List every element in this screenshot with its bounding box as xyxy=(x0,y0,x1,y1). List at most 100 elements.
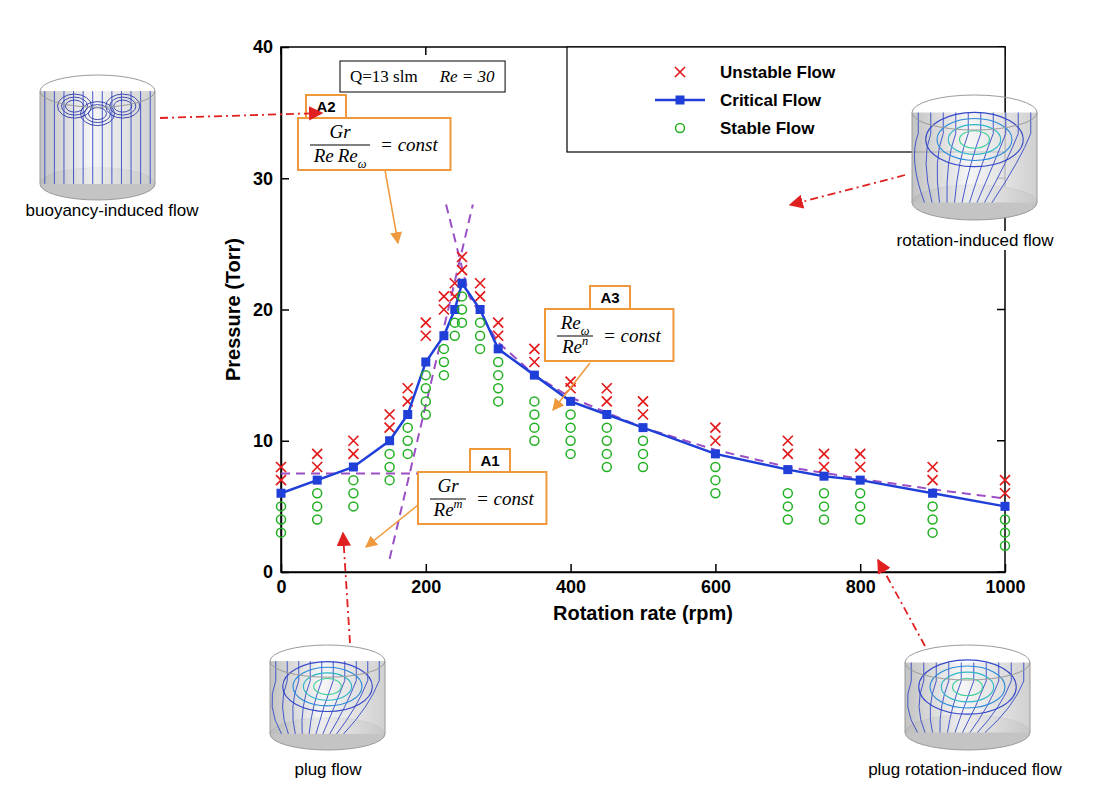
data-point xyxy=(457,252,467,262)
swirl xyxy=(941,672,994,702)
streamline xyxy=(293,661,299,734)
data-point xyxy=(277,502,286,511)
data-point xyxy=(856,502,865,511)
tick: 20 xyxy=(253,300,289,320)
data-point xyxy=(530,397,539,406)
formula-part: Re xyxy=(313,145,334,166)
swirl xyxy=(930,666,1005,708)
cylinder-body xyxy=(905,663,1030,733)
data-point xyxy=(276,475,286,485)
data-point xyxy=(348,449,358,459)
data-point xyxy=(385,436,394,445)
tick-mark xyxy=(280,47,282,55)
data-point xyxy=(421,397,430,406)
tick-label: 200 xyxy=(411,577,441,597)
series xyxy=(277,292,1010,550)
regime-label-group: rotation-induced flow xyxy=(895,231,1057,250)
data-point xyxy=(711,463,720,472)
y-axis-title: Pressure (Torr) xyxy=(222,238,244,381)
data-point xyxy=(458,305,467,314)
series-line xyxy=(281,283,1005,506)
regime-arrow xyxy=(878,560,925,646)
tick-mark xyxy=(425,47,427,55)
tick-label: 400 xyxy=(556,577,586,597)
flow-illustration xyxy=(270,645,385,750)
data-point xyxy=(494,397,503,406)
plot-area xyxy=(276,205,1010,559)
tick: 40 xyxy=(253,37,289,57)
tick: 600 xyxy=(701,564,731,597)
data-point xyxy=(312,462,322,472)
cylinder-edge xyxy=(155,91,156,184)
annotation-label-box xyxy=(590,286,630,309)
data-point xyxy=(475,278,485,288)
annotation-box xyxy=(418,472,546,524)
data-point xyxy=(439,371,448,380)
streamline xyxy=(978,663,1012,733)
data-point xyxy=(928,528,937,537)
data-point xyxy=(855,449,865,459)
regime-arrow xyxy=(343,533,350,643)
data-point xyxy=(783,465,792,474)
regime-label-group: plug rotation-induced flow xyxy=(866,760,1064,779)
formula-denominator: Rem xyxy=(433,497,463,520)
data-point xyxy=(639,463,648,472)
cylinder-body xyxy=(40,91,155,184)
series xyxy=(277,279,1010,511)
streamline xyxy=(914,113,924,203)
data-point xyxy=(1001,515,1010,524)
tick-label: 800 xyxy=(846,577,876,597)
data-point xyxy=(439,305,449,315)
formula-part: Re xyxy=(561,336,582,357)
cylinder-edge xyxy=(40,91,41,184)
annotation-label-box xyxy=(470,449,510,472)
legend-marker xyxy=(676,96,685,105)
data-point xyxy=(783,502,792,511)
annotation: GrReReω= constA2 xyxy=(298,95,450,171)
fraction-bar xyxy=(310,144,370,145)
tick-mark xyxy=(570,564,572,572)
data-point xyxy=(820,515,829,524)
data-point xyxy=(385,423,395,433)
data-point xyxy=(639,423,648,432)
formula-numerator: Gr xyxy=(329,121,351,142)
formula-denominator: ReReω xyxy=(313,145,367,171)
data-point xyxy=(819,449,829,459)
formula-part: Gr xyxy=(437,475,459,496)
data-point xyxy=(638,410,648,420)
data-point xyxy=(711,489,720,498)
data-point xyxy=(1001,541,1010,550)
data-point xyxy=(458,292,467,301)
streamline xyxy=(316,661,333,734)
data-point xyxy=(602,396,612,406)
cylinder-body xyxy=(912,113,1037,203)
data-point xyxy=(439,331,448,340)
data-point xyxy=(450,331,459,340)
data-point xyxy=(783,515,792,524)
plot-frame xyxy=(281,47,1005,572)
data-point xyxy=(602,410,611,419)
legend-marker xyxy=(676,124,685,133)
swirl xyxy=(919,660,1017,714)
label-patch xyxy=(292,760,364,779)
formula-part: Re xyxy=(433,499,454,520)
data-point xyxy=(602,449,611,458)
cylinder-edge xyxy=(270,661,271,734)
legend-label: Critical Flow xyxy=(720,91,822,110)
data-point xyxy=(421,358,430,367)
formula-part: Re xyxy=(560,312,581,333)
annotation-arrow xyxy=(366,505,418,547)
cylinder-top xyxy=(270,645,385,677)
tick-mark xyxy=(715,564,717,572)
fraction-bar xyxy=(557,335,593,336)
data-point xyxy=(566,449,575,458)
data-point xyxy=(855,462,865,472)
swirl xyxy=(953,678,983,696)
tick-label: 30 xyxy=(253,169,273,189)
data-point xyxy=(403,436,412,445)
cylinder-edge xyxy=(905,663,906,733)
streamline xyxy=(140,91,141,184)
streamline xyxy=(907,663,917,733)
data-point xyxy=(530,371,539,380)
formula-rhs: = const xyxy=(380,134,438,155)
